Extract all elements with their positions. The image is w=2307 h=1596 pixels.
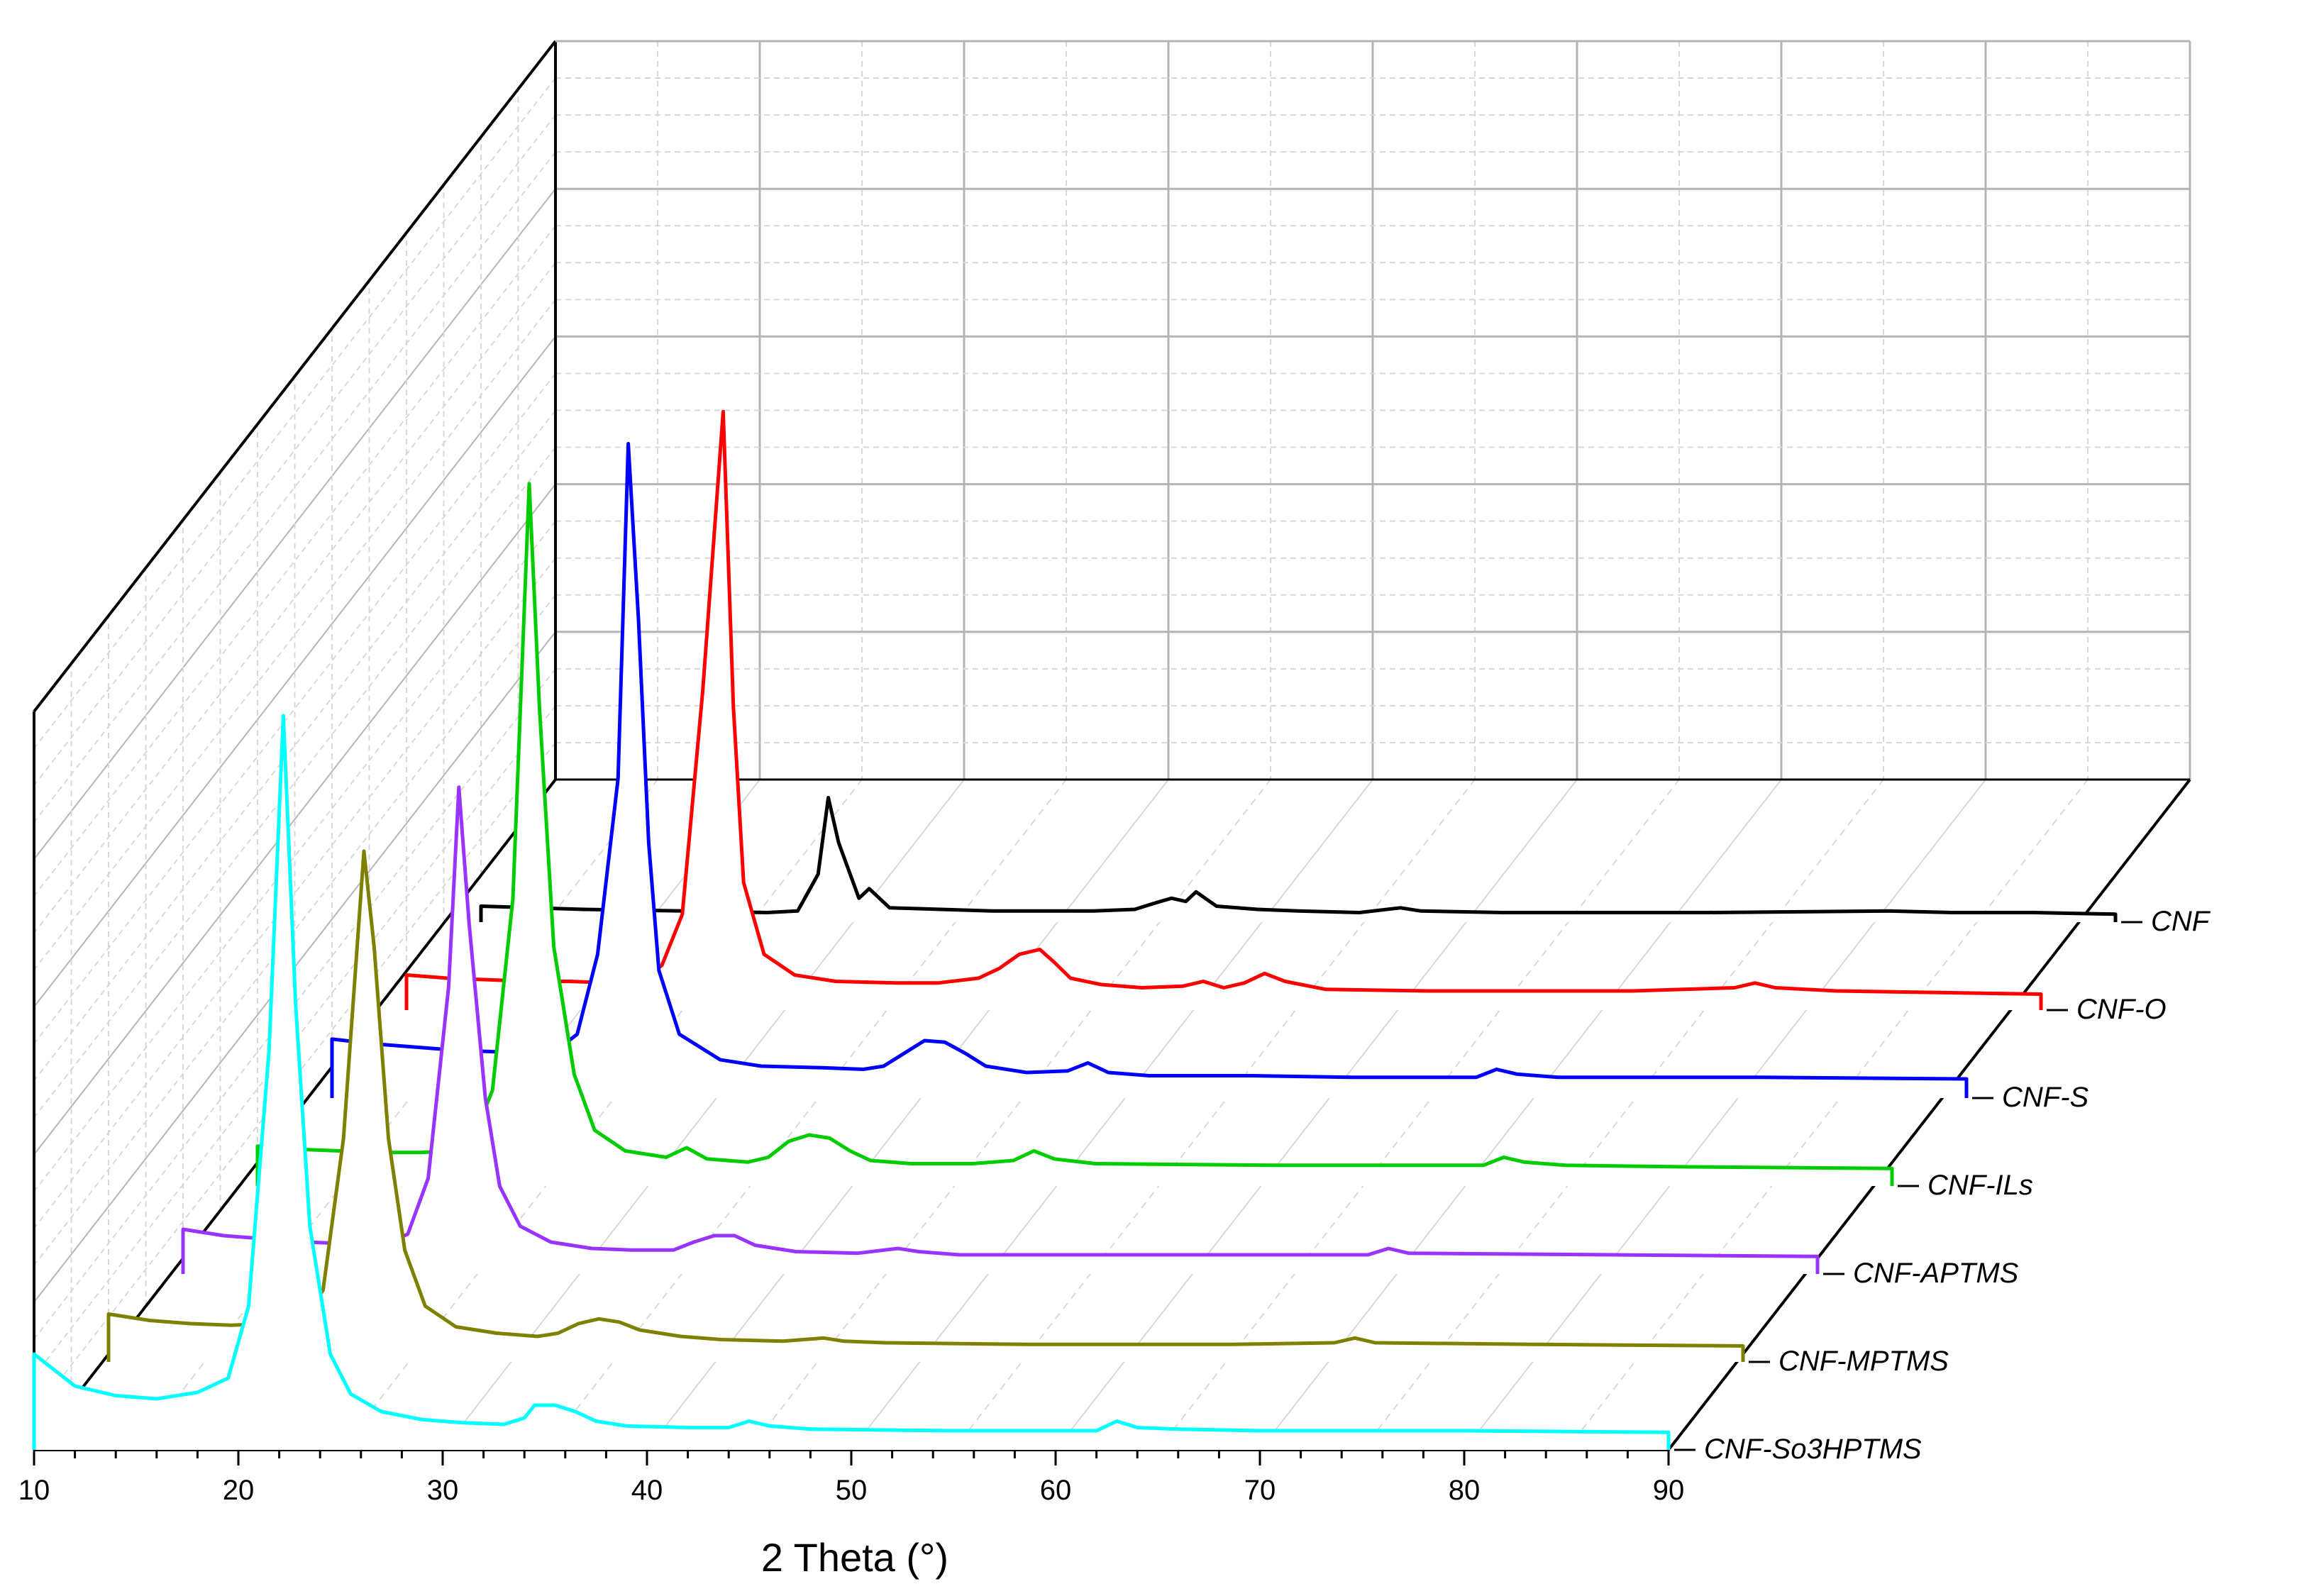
floor-grid xyxy=(1055,779,1578,1451)
x-tick-label: 10 xyxy=(18,1475,50,1506)
top-left-edge xyxy=(33,40,557,713)
left-wall-grid xyxy=(33,521,556,1192)
left-wall-grid xyxy=(33,742,556,1414)
series-label-cnf-so3hptms: CNF-So3HPTMS xyxy=(1704,1434,1922,1465)
floor-grid xyxy=(748,779,1271,1451)
x-axis: 10 20 30 40 50 60 70 80 90 xyxy=(18,1450,1685,1506)
series-labels: CNF CNF-O CNF-S CNF-ILs CNF-APTMS CNF-MPTMS CN… xyxy=(1674,906,2211,1465)
series-label-cnf: CNF xyxy=(2151,906,2211,937)
left-wall-grid xyxy=(33,594,556,1266)
floor-grid xyxy=(953,779,1476,1451)
floor-grid xyxy=(1464,779,1986,1451)
series-line-cnf xyxy=(479,796,2118,922)
x-tick-label: 60 xyxy=(1040,1475,1072,1506)
floor-grid xyxy=(1361,779,1884,1451)
series-label-cnf-mptms: CNF-MPTMS xyxy=(1778,1346,1949,1377)
series-layer xyxy=(32,409,2118,1450)
left-wall-grid xyxy=(33,262,556,933)
series-fill xyxy=(183,787,1818,1274)
series-label-cnf-s: CNF-S xyxy=(2002,1082,2089,1113)
right-depth-axis xyxy=(1667,778,2191,1451)
x-tick-label: 70 xyxy=(1244,1475,1276,1506)
left-wall-grid xyxy=(33,668,556,1340)
left-wall-grid xyxy=(33,446,556,1119)
series-label-cnf-aptms: CNF-APTMS xyxy=(1853,1258,2019,1289)
left-wall-grid xyxy=(33,225,556,897)
floor-grid xyxy=(1157,779,1680,1451)
x-axis-title: 2 Theta (°) xyxy=(761,1535,948,1580)
left-wall-grid xyxy=(33,372,556,1045)
left-wall-grid xyxy=(33,558,556,1229)
x-tick-label: 50 xyxy=(836,1475,868,1506)
floor-grid xyxy=(851,779,1373,1451)
series-line-cnf-so3hptms xyxy=(32,714,1671,1450)
left-wall-grid xyxy=(33,299,556,970)
left-wall-grid xyxy=(33,409,556,1082)
x-tick-label: 20 xyxy=(223,1475,255,1506)
x-tick-label: 80 xyxy=(1449,1475,1481,1506)
left-wall-grid xyxy=(33,114,556,786)
series-label-cnf-o: CNF-O xyxy=(2076,994,2167,1025)
left-wall-grid xyxy=(33,705,556,1377)
left-wall-grid xyxy=(33,151,556,823)
left-wall-grid xyxy=(33,77,556,749)
left-wall-grid xyxy=(33,483,556,1156)
x-tick-label: 40 xyxy=(631,1475,663,1506)
floor-grid xyxy=(1566,779,2089,1451)
left-wall-grid xyxy=(33,336,556,1008)
x-tick-label: 90 xyxy=(1653,1475,1685,1506)
x-tick-label: 30 xyxy=(427,1475,459,1506)
series-label-cnf-ils: CNF-ILs xyxy=(1927,1170,2033,1201)
